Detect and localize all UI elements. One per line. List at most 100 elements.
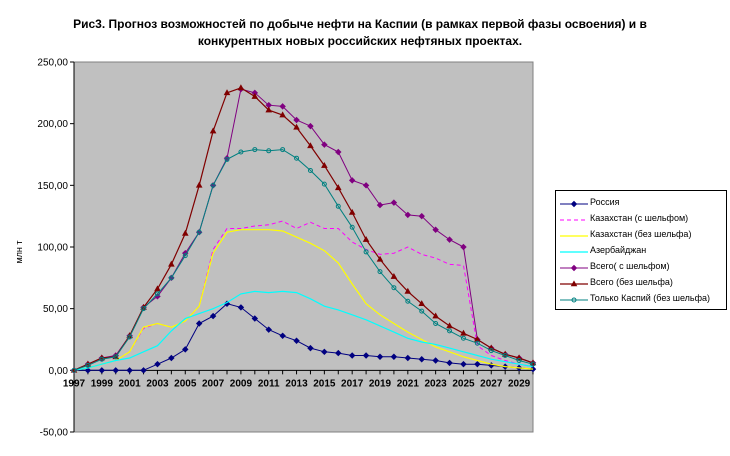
data-point	[404, 354, 412, 362]
x-tick-label: 2025	[452, 378, 475, 389]
data-point	[182, 346, 189, 353]
legend-swatch-marker	[571, 297, 577, 303]
legend-swatch	[560, 264, 588, 272]
data-point	[127, 334, 133, 340]
data-point	[113, 354, 119, 360]
legend-label: Азербайджан	[590, 245, 647, 255]
x-tick-label: 2021	[397, 378, 420, 389]
data-point	[419, 308, 425, 314]
x-tick-label: 2013	[285, 378, 308, 389]
data-point	[265, 326, 272, 333]
data-point	[321, 181, 327, 187]
chart-title-line-2: конкурентных новых российских нефтяных п…	[197, 34, 523, 48]
x-tick-label: 2005	[174, 378, 197, 389]
data-point	[237, 84, 245, 91]
data-point	[307, 168, 313, 174]
data-point	[196, 229, 202, 235]
data-point	[502, 353, 508, 359]
x-tick-label: 2011	[258, 378, 280, 389]
data-point	[140, 367, 147, 374]
data-point	[362, 352, 370, 359]
data-point	[126, 367, 133, 374]
data-point	[474, 340, 480, 346]
data-point	[321, 161, 328, 168]
data-point	[377, 269, 383, 275]
data-point	[335, 349, 342, 357]
series-line	[73, 229, 534, 371]
y-tick-label: 250,00	[37, 58, 68, 69]
x-tick-label: 2029	[508, 378, 531, 389]
data-point	[294, 155, 300, 161]
data-point	[71, 367, 77, 373]
series-3	[73, 229, 534, 371]
data-point	[446, 236, 453, 243]
data-point	[446, 322, 453, 329]
data-point	[251, 92, 259, 99]
data-point	[349, 224, 355, 230]
x-tick-label: 2015	[313, 378, 336, 389]
series-line	[73, 290, 534, 371]
data-point	[334, 184, 342, 191]
legend-swatch	[560, 235, 588, 237]
x-tick-label: 1999	[91, 378, 114, 389]
data-point	[335, 148, 342, 156]
series-layer	[70, 84, 537, 374]
legend-swatch-marker	[570, 264, 578, 272]
series-line	[73, 149, 534, 371]
y-tick-label: 200,00	[37, 119, 68, 130]
data-point	[84, 367, 92, 374]
data-point	[321, 141, 328, 148]
data-point	[209, 312, 217, 320]
data-point	[460, 329, 467, 336]
y-tick-label: 0,00	[49, 366, 69, 377]
legend-label: Всего( с шельфом)	[590, 261, 670, 271]
data-point	[433, 320, 439, 326]
data-point	[432, 226, 439, 233]
x-tick-label: 2007	[202, 378, 225, 389]
data-point	[418, 212, 425, 220]
data-point	[460, 335, 466, 341]
legend-item: Казахстан (без шельфа)	[556, 227, 726, 245]
y-tick-label: 100,00	[37, 243, 68, 254]
data-point	[238, 149, 244, 155]
data-point	[98, 367, 106, 374]
data-point	[488, 348, 494, 354]
data-point	[237, 304, 245, 311]
data-point	[307, 344, 314, 352]
data-point	[293, 123, 300, 130]
legend-swatch	[560, 200, 588, 208]
data-point	[280, 147, 286, 153]
series-4	[73, 290, 534, 371]
data-point	[85, 362, 91, 368]
legend-label: Казахстан (без шельфа)	[590, 229, 692, 239]
x-tick-label: 2027	[480, 378, 503, 389]
data-point	[474, 360, 481, 368]
data-point	[446, 359, 453, 367]
legend-item: Азербайджан	[556, 243, 726, 261]
data-point	[141, 306, 147, 312]
data-point	[168, 275, 174, 281]
data-point	[279, 332, 286, 340]
data-point	[335, 203, 341, 209]
legend: Россия Казахстан (с шельфом) Казахстан (бе…	[555, 190, 727, 310]
data-point	[252, 147, 258, 153]
legend-label: Всего (без шельфа)	[590, 277, 673, 287]
legend-item: Россия	[556, 195, 726, 213]
legend-swatch-marker	[570, 200, 578, 208]
data-point	[307, 122, 314, 130]
data-point	[293, 337, 300, 344]
data-point	[154, 285, 161, 292]
legend-item: Только Каспий (без шельфа)	[556, 291, 726, 309]
data-point	[363, 249, 369, 255]
y-tick-label: -50,00	[40, 428, 69, 439]
data-point	[348, 352, 356, 359]
data-point	[362, 235, 370, 242]
data-point	[362, 182, 370, 189]
x-tick-label: 2001	[119, 378, 142, 389]
data-point	[348, 208, 356, 215]
data-point	[181, 229, 189, 236]
chart-title-line-1: Рис3. Прогноз возможностей по добыче неф…	[73, 17, 647, 31]
data-point	[265, 106, 273, 113]
data-point	[210, 182, 216, 188]
data-point	[460, 243, 467, 251]
